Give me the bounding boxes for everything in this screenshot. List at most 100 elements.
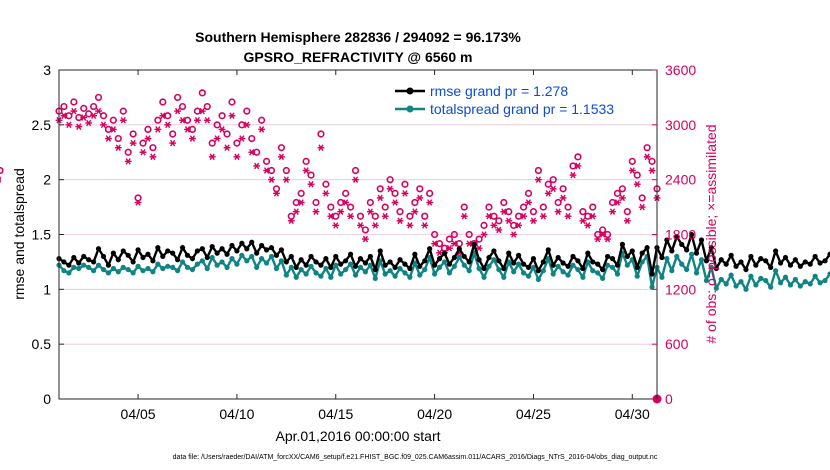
series-point-rmse: [812, 253, 818, 260]
series-point-rmse: [81, 253, 87, 260]
series-point-rmse: [491, 248, 497, 254]
series-point-rmse: [807, 261, 813, 267]
series-point-totalspread: [520, 270, 527, 276]
obs-possible-point: [564, 203, 572, 211]
series-point-rmse: [209, 243, 215, 250]
obs-possible-point: [139, 139, 147, 147]
series-point-totalspread: [723, 281, 729, 287]
obs-assimilated-point: [539, 212, 547, 220]
series-point-totalspread: [105, 270, 112, 276]
asterisk-stroke: [466, 240, 472, 247]
x-tick-label-0: 04/05: [121, 406, 156, 422]
obs-assimilated-point: [628, 167, 636, 174]
series-point-totalspread: [817, 280, 823, 286]
series-point-rmse: [822, 258, 828, 264]
series-point-rmse: [432, 262, 438, 268]
asterisk-stroke: [565, 212, 571, 220]
series-point-rmse: [100, 253, 107, 260]
series-point-totalspread: [550, 271, 556, 277]
obs-possible-point: [277, 144, 285, 152]
series-point-rmse: [595, 261, 601, 267]
x-axis-label: Apr.01,2016 00:00:00 start: [275, 428, 440, 444]
obs-possible-point: [233, 139, 241, 147]
series-point-rmse: [278, 247, 284, 253]
obs-assimilated-point: [638, 203, 646, 211]
obs-assimilated-point: [574, 162, 582, 170]
series-point-rmse: [115, 257, 121, 263]
x-tick-label-2: 04/15: [318, 406, 353, 422]
obs-assimilated-point: [85, 119, 93, 127]
series-point-rmse: [422, 258, 428, 264]
series-point-rmse: [466, 259, 472, 265]
obs-assimilated-point: [277, 153, 285, 161]
asterisk-stroke: [100, 121, 107, 129]
asterisk-stroke: [115, 144, 121, 151]
series-point-rmse: [150, 258, 156, 264]
obs-possible-point: [376, 185, 384, 193]
series-point-totalspread: [535, 276, 541, 283]
series-point-rmse: [758, 256, 764, 262]
obs-assimilated-point: [589, 212, 597, 220]
series-point-rmse: [367, 253, 373, 260]
series-point-rmse: [175, 257, 181, 263]
x-tick-label-3: 04/20: [417, 406, 452, 422]
asterisk-stroke: [402, 190, 408, 197]
obs-possible-point: [0, 166, 4, 175]
obs-assimilated-point: [218, 126, 226, 133]
series-point-rmse: [298, 257, 304, 263]
series-point-rmse: [555, 254, 561, 261]
series-point-rmse: [160, 253, 166, 260]
obs-assimilated-point: [149, 153, 157, 161]
series-point-rmse: [377, 248, 383, 254]
series-point-rmse: [743, 266, 749, 273]
series-point-rmse: [580, 265, 586, 272]
obs-possible-point: [431, 230, 439, 239]
series-point-totalspread: [827, 271, 830, 277]
series-point-totalspread: [268, 253, 275, 260]
obs-possible-point: [282, 166, 290, 175]
series-point-totalspread: [649, 284, 655, 290]
obs-possible-point: [445, 235, 454, 243]
asterisk-stroke: [491, 222, 497, 229]
series-point-rmse: [540, 259, 546, 265]
obs-possible-point: [149, 144, 157, 152]
series-point-totalspread: [150, 269, 156, 275]
asterisk-stroke: [283, 176, 289, 183]
y-tick-label-6: 3: [43, 62, 51, 78]
series-point-totalspread: [219, 259, 225, 265]
series-point-totalspread: [318, 273, 324, 279]
obs-possible-point: [134, 194, 142, 202]
asterisk-stroke: [293, 208, 299, 215]
series-point-rmse: [713, 265, 719, 272]
obs-assimilated-point: [302, 167, 310, 174]
series-point-rmse: [263, 247, 270, 253]
obs-assimilated-point: [544, 190, 552, 197]
obs-possible-point: [218, 112, 226, 120]
asterisk-stroke: [367, 208, 373, 215]
obs-possible-point: [327, 203, 335, 211]
series-point-totalspread: [703, 277, 710, 284]
obs-possible-point: [144, 125, 152, 134]
series-point-rmse: [214, 250, 220, 256]
series-point-rmse: [520, 261, 527, 267]
series-point-totalspread: [352, 272, 359, 278]
series-point-totalspread: [110, 265, 116, 272]
obs-assimilated-point: [193, 116, 201, 124]
asterisk-stroke: [595, 235, 601, 243]
legend-spread-marker: [406, 105, 414, 113]
series-point-totalspread: [456, 254, 462, 261]
asterisk-stroke: [412, 208, 418, 215]
series-point-rmse: [283, 259, 289, 265]
asterisk-stroke: [451, 240, 457, 247]
series-point-rmse: [446, 261, 453, 267]
series-point-totalspread: [417, 272, 423, 278]
series-point-rmse: [184, 252, 191, 258]
asterisk-stroke: [614, 199, 621, 206]
asterisk-stroke: [209, 153, 215, 161]
obs-possible-point: [623, 208, 631, 216]
lines-layer: [56, 231, 830, 292]
obs-possible-point: [599, 226, 607, 234]
obs-possible-point: [401, 180, 409, 188]
series-point-totalspread: [209, 254, 215, 261]
